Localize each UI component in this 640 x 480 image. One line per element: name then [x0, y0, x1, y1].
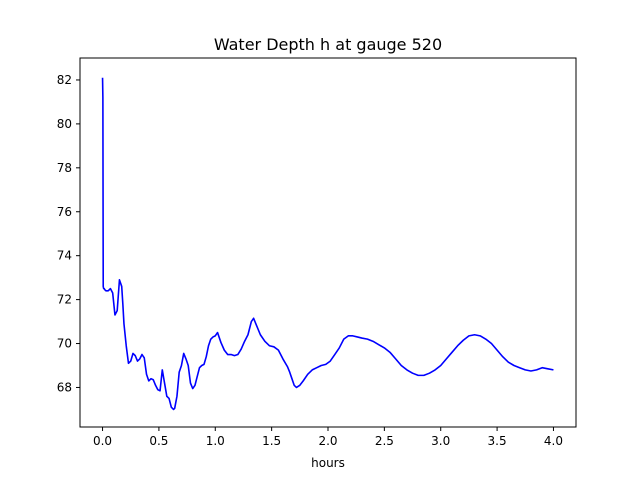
x-tick-label: 1.5 — [262, 434, 281, 448]
x-axis: 0.0 0.5 1.0 1.5 2.0 2.5 3.0 3.5 4.0 — [93, 427, 563, 448]
y-tick-label: 74 — [57, 249, 72, 263]
series-line-0 — [101, 77, 554, 411]
y-tick-label: 80 — [57, 117, 72, 131]
y-tick-label: 82 — [57, 73, 72, 87]
y-tick-label: 68 — [57, 380, 72, 394]
x-tick-label: 1.0 — [206, 434, 225, 448]
x-tick-label: 0.0 — [93, 434, 112, 448]
x-tick-label: 2.5 — [375, 434, 394, 448]
x-axis-label: hours — [311, 456, 345, 470]
x-tick-label: 2.0 — [318, 434, 337, 448]
series-group — [101, 77, 554, 411]
x-tick-label: 4.0 — [544, 434, 563, 448]
x-tick-label: 0.5 — [149, 434, 168, 448]
y-tick-label: 78 — [57, 161, 72, 175]
y-tick-label: 76 — [57, 205, 72, 219]
x-tick-label: 3.0 — [431, 434, 450, 448]
x-tick-label: 3.5 — [488, 434, 507, 448]
y-axis: 68 70 72 74 76 78 80 82 — [57, 73, 80, 394]
y-tick-label: 70 — [57, 337, 72, 351]
plot-area — [80, 58, 576, 427]
y-tick-label: 72 — [57, 293, 72, 307]
chart-title: Water Depth h at gauge 520 — [214, 35, 442, 54]
